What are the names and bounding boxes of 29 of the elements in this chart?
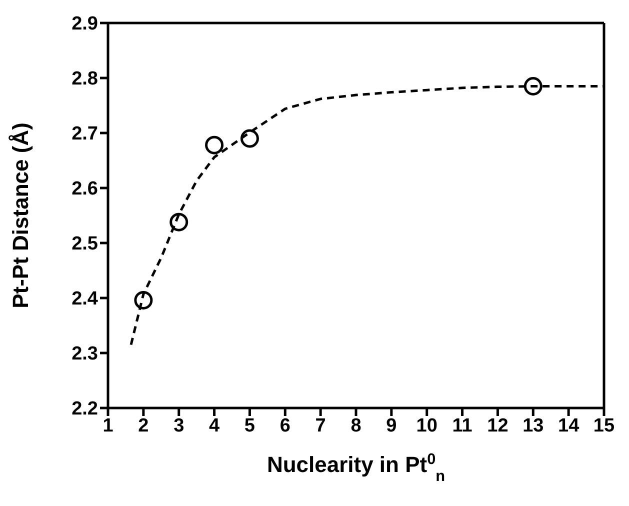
x-tick-label: 15 <box>593 415 615 436</box>
x-tick-label: 10 <box>416 415 438 436</box>
x-tick-label: 7 <box>315 415 326 436</box>
x-tick-label: 8 <box>350 415 362 436</box>
x-tick-label: 14 <box>558 415 580 436</box>
y-tick-label: 2.5 <box>72 234 98 255</box>
x-tick-label: 13 <box>522 415 544 436</box>
x-tick-label: 9 <box>386 415 397 436</box>
y-axis-title: Pt-Pt Distance (Å) <box>8 122 33 308</box>
x-tick-label: 12 <box>487 415 508 436</box>
point <box>205 136 224 154</box>
point <box>134 290 153 310</box>
x-tick-label: 2 <box>138 415 149 436</box>
point <box>240 129 259 148</box>
x-tick-label: 3 <box>174 415 184 436</box>
y-tick-label: 2.3 <box>72 344 98 365</box>
y-tick-label: 2.4 <box>72 288 98 310</box>
y-tick-label: 2.9 <box>72 14 98 35</box>
y-tick-label: 2.6 <box>72 178 98 200</box>
y-tick-label: 2.8 <box>72 68 98 90</box>
point <box>170 212 188 232</box>
y-tick-label: 2.7 <box>72 124 98 145</box>
x-tick-label: 11 <box>452 415 473 436</box>
x-tick-label: 5 <box>244 415 256 436</box>
x-tick-label: 4 <box>208 415 220 436</box>
x-tick-label: 6 <box>280 415 290 436</box>
x-tick-label: 1 <box>102 415 114 436</box>
y-tick-label: 2.2 <box>72 398 98 420</box>
point <box>524 77 542 96</box>
